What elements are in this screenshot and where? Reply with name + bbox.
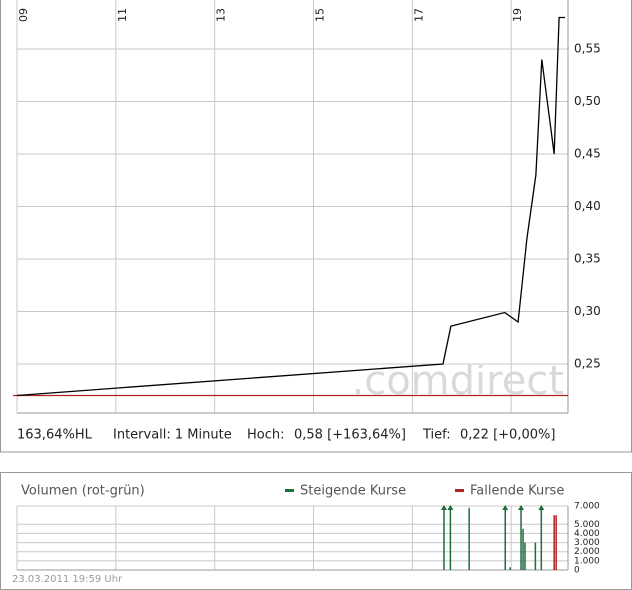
info-interval: Intervall: 1 Minute	[113, 428, 232, 443]
y-tick-label: 0	[574, 566, 580, 576]
watermark: .comdirect	[352, 358, 565, 404]
x-tick-label: 11	[116, 8, 129, 22]
y-tick-label: 0,55	[574, 42, 601, 56]
legend-label: Steigende Kurse	[300, 484, 406, 499]
y-tick-label: 2.000	[574, 547, 600, 557]
volume-bar	[534, 542, 537, 570]
volume-bar	[443, 506, 445, 570]
x-tick-label: 19	[511, 8, 524, 22]
volume-bar	[449, 506, 452, 570]
overflow-arrow	[518, 505, 525, 510]
overflow-arrow	[447, 505, 454, 510]
legend-label: Fallende Kurse	[470, 484, 564, 499]
y-tick-label: 5.000	[574, 520, 600, 530]
volume-bar	[509, 567, 511, 570]
y-tick-label: 3.000	[574, 538, 600, 548]
volume-bar	[555, 515, 557, 570]
y-tick-label: 0,45	[574, 147, 601, 161]
volume-bar	[520, 506, 522, 570]
volume-title: Volumen (rot-grün)	[21, 484, 145, 499]
y-tick-label: 4.000	[574, 529, 600, 539]
info-change: 163,64%HL	[17, 428, 93, 443]
x-tick-label: 17	[412, 8, 425, 22]
overflow-arrow	[440, 505, 447, 510]
x-tick-label: 09	[17, 8, 30, 22]
y-tick-label: 1.000	[574, 556, 600, 566]
legend-swatch	[455, 489, 464, 492]
volume-bar	[522, 528, 524, 570]
price-line	[16, 16, 566, 397]
overflow-arrow	[502, 505, 509, 510]
x-tick-label: 15	[314, 8, 327, 22]
volume-bar	[553, 515, 555, 570]
info-low-value: 0,22 [+0,00%]	[460, 428, 555, 443]
info-high-label: Hoch:	[247, 428, 285, 443]
info-low-label: Tief:	[422, 428, 451, 443]
y-tick-label: 0,50	[574, 94, 601, 108]
overflow-arrow	[538, 505, 545, 510]
volume-bar	[524, 542, 526, 570]
volume-bar	[504, 506, 506, 570]
legend-swatch	[285, 489, 294, 492]
y-tick-label: 0,30	[574, 304, 601, 318]
info-high-value: 0,58 [+163,64%]	[294, 428, 406, 443]
volume-bar	[540, 506, 543, 570]
x-tick-label: 13	[215, 8, 228, 22]
y-tick-label: 7.000	[574, 502, 600, 512]
timestamp: 23.03.2011 19:59 Uhr	[12, 574, 123, 585]
y-tick-label: 0,40	[574, 199, 601, 213]
volume-bar	[468, 507, 470, 570]
y-tick-label: 0,25	[574, 356, 601, 370]
y-tick-label: 0,35	[574, 251, 601, 265]
